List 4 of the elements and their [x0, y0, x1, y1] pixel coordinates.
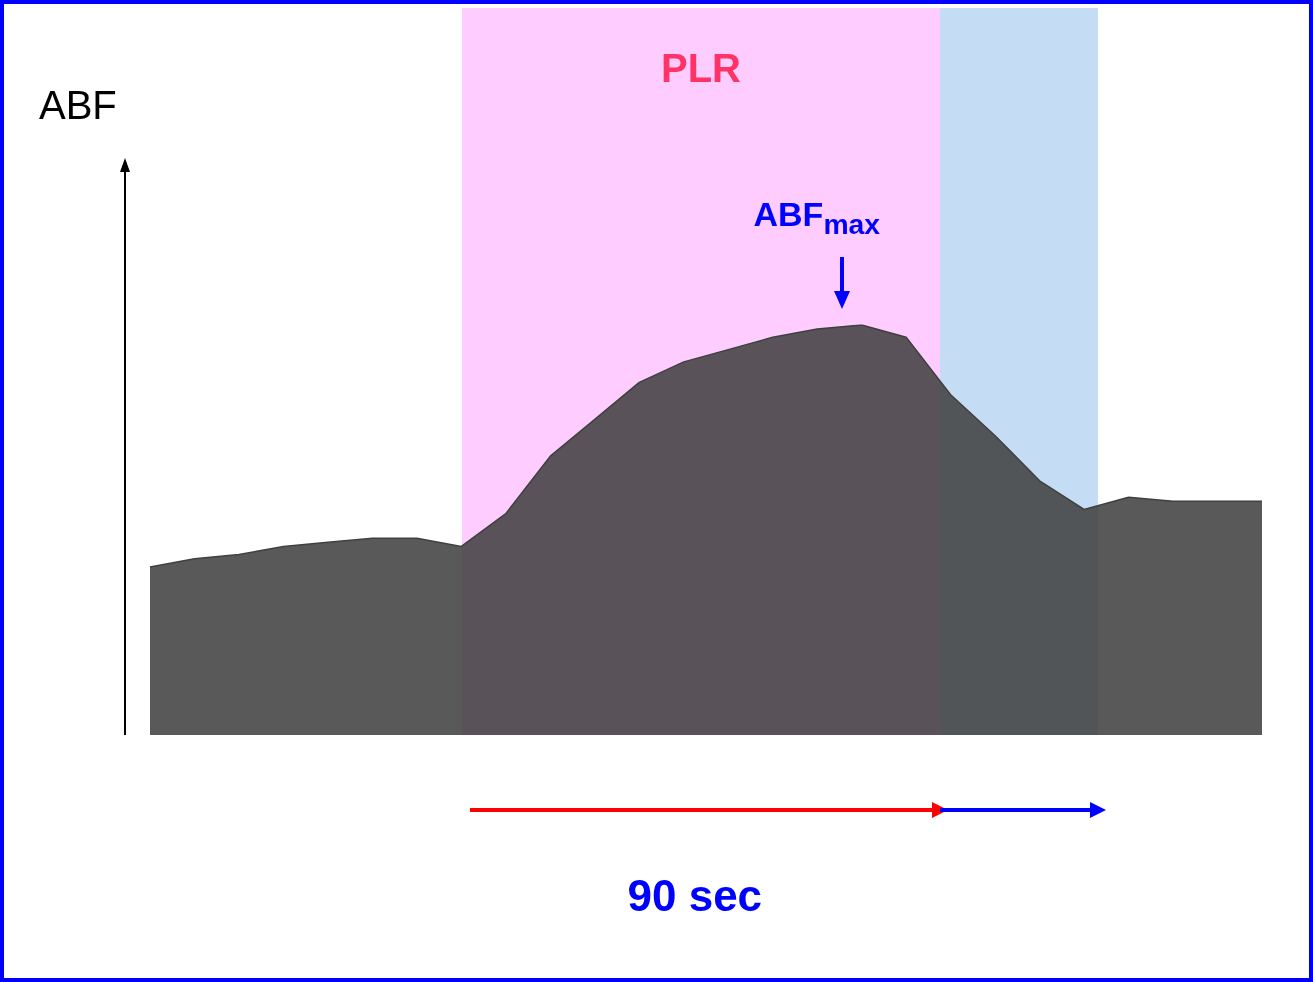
y-axis-title: ABF [39, 82, 117, 128]
text: 90 sec [627, 871, 763, 921]
text: PLR [661, 45, 741, 91]
text: ABF$_{max}$ [753, 195, 881, 241]
